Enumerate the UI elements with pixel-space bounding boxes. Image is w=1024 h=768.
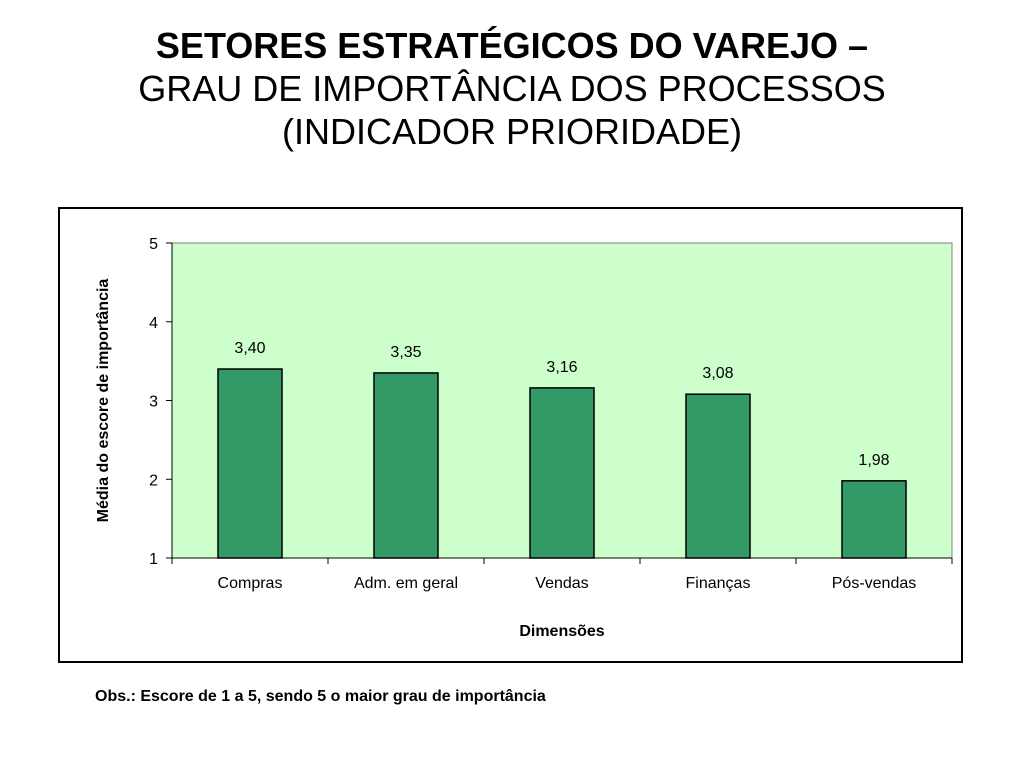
bar: [217, 368, 283, 559]
data-label: 3,35: [390, 344, 421, 361]
y-tick-label: 4: [149, 315, 158, 332]
bar: [529, 387, 595, 559]
category-label: Compras: [218, 575, 283, 592]
chart-frame: 1 2 3 4 5 3,40 Compras 3,35 Adm. em geral 3,16 Ven…: [58, 207, 963, 663]
bar-chart: 1 2 3 4 5 3,40 Compras 3,35 Adm. em geral 3,16 Ven…: [95, 236, 953, 640]
title-line-3: (INDICADOR PRIORIDADE): [281, 111, 743, 152]
slide-title: SETORES ESTRATÉGICOS DO VAREJO – GRAU DE…: [0, 24, 1024, 153]
y-tick-label: 5: [149, 236, 158, 253]
data-label: 1,98: [858, 452, 889, 469]
y-tick-label: 3: [149, 394, 158, 411]
bar: [373, 372, 439, 559]
category-label: Finanças: [686, 575, 751, 592]
y-axis-title: Média do escore de importância: [95, 279, 112, 523]
category-label: Adm. em geral: [354, 575, 458, 592]
bar: [841, 480, 907, 559]
data-label: 3,08: [702, 365, 733, 382]
data-label: 3,16: [546, 359, 577, 376]
category-label: Vendas: [535, 575, 588, 592]
x-axis-title: Dimensões: [519, 623, 604, 640]
note-text: Obs.: Escore de 1 a 5, sendo 5 o maior g…: [95, 688, 546, 705]
bar: [685, 393, 751, 559]
title-line-1: SETORES ESTRATÉGICOS DO VAREJO –: [155, 25, 869, 66]
title-line-2: GRAU DE IMPORTÂNCIA DOS PROCESSOS: [138, 68, 886, 109]
category-label: Pós-vendas: [832, 575, 917, 592]
y-tick-label: 2: [149, 472, 158, 489]
y-tick-label: 1: [149, 551, 158, 568]
data-label: 3,40: [234, 340, 265, 357]
